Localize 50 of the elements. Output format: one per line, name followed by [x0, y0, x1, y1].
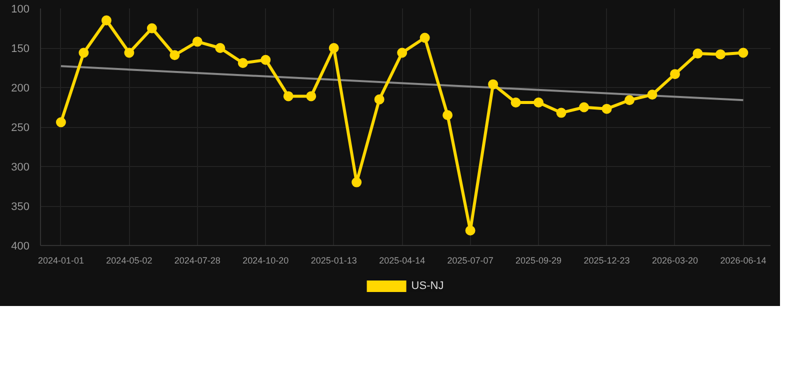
point	[715, 49, 726, 60]
y-tick-label: 100	[11, 4, 30, 16]
y-tick-label: 350	[11, 201, 30, 213]
x-tick-label: 2025-07-07	[447, 256, 494, 266]
point	[352, 177, 362, 188]
x-tick-label: 2026-03-20	[652, 256, 698, 266]
x-tick-label: 2025-04-14	[379, 256, 426, 266]
y-tick-label: 150	[11, 43, 30, 55]
x-tick-label: 2024-05-02	[106, 256, 152, 266]
point	[420, 32, 430, 43]
x-tick-label: 2025-01-13	[310, 256, 357, 266]
point	[283, 91, 294, 102]
point	[78, 48, 89, 58]
point	[465, 226, 476, 236]
point	[534, 98, 544, 108]
point	[124, 48, 134, 58]
point	[624, 95, 635, 106]
point	[510, 98, 521, 108]
point	[602, 104, 612, 114]
point	[306, 91, 316, 102]
point	[192, 36, 202, 47]
point	[670, 69, 680, 80]
point	[442, 110, 453, 120]
x-tick-label: 2024-07-28	[174, 256, 220, 266]
point	[579, 102, 590, 112]
x-tick-label: 2025-12-23	[584, 256, 630, 266]
point	[488, 79, 498, 90]
point	[647, 90, 658, 100]
point	[146, 23, 157, 34]
point	[260, 54, 271, 65]
point	[238, 58, 248, 68]
x-tick-label: 2024-01-01	[38, 256, 84, 266]
legend-label: US-NJ	[411, 280, 444, 292]
point	[556, 108, 566, 118]
point	[692, 48, 703, 59]
point	[56, 117, 66, 128]
point	[397, 48, 408, 58]
x-tick-label: 2024-10-20	[242, 256, 289, 266]
point	[170, 50, 180, 60]
y-tick-label: 300	[11, 162, 30, 174]
x-tick-label: 2025-09-29	[516, 256, 562, 266]
y-tick-label: 200	[11, 82, 30, 94]
point	[101, 15, 112, 26]
point	[738, 48, 748, 58]
y-tick-label: 250	[11, 122, 30, 134]
point	[215, 43, 226, 53]
point	[328, 43, 339, 53]
point	[374, 94, 384, 104]
x-tick-label: 2026-06-14	[720, 256, 766, 266]
y-tick-label: 400	[11, 240, 30, 252]
